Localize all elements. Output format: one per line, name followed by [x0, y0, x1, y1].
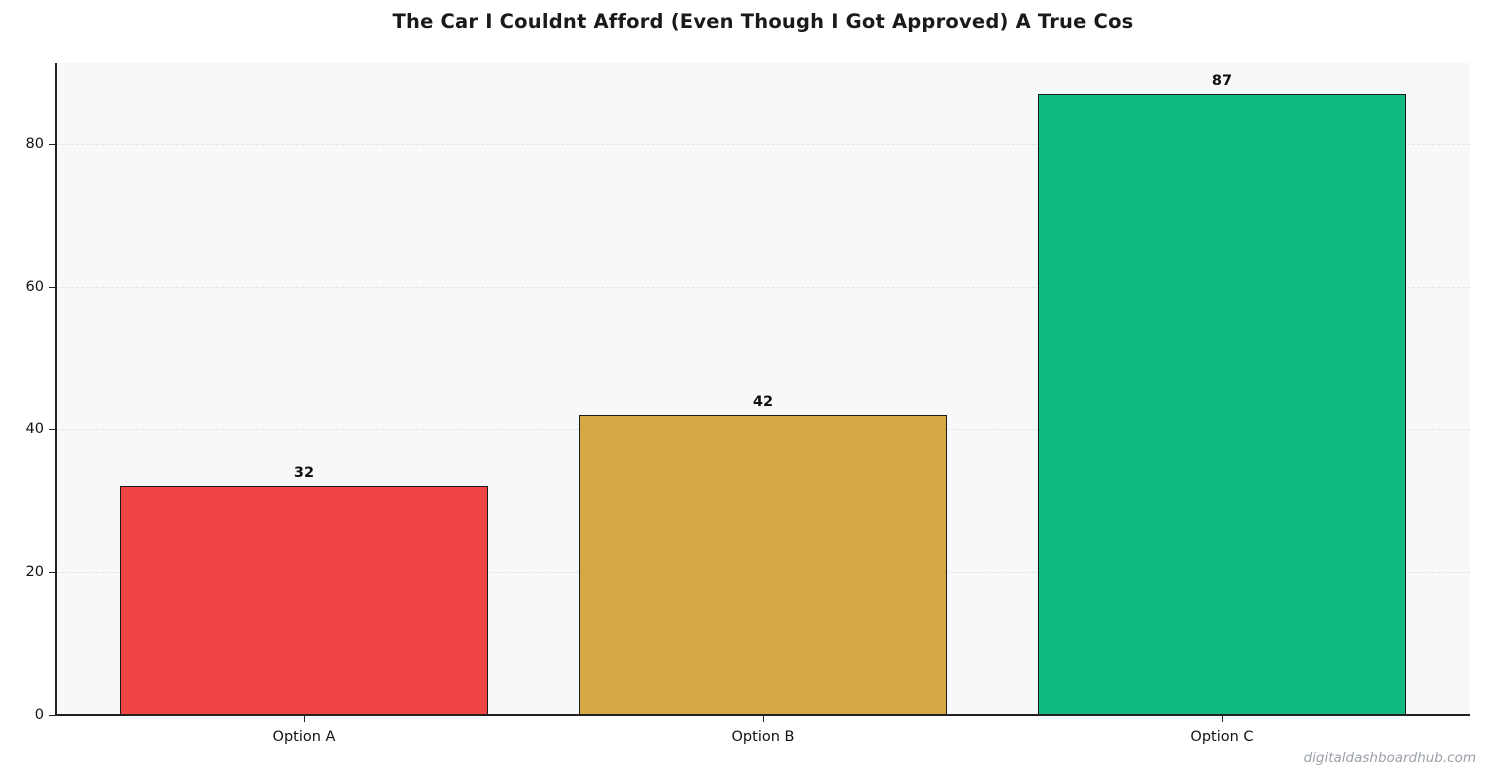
x-tick [1222, 716, 1223, 722]
y-tick-label: 0 [34, 707, 44, 723]
x-tick-label: Option A [272, 729, 336, 745]
y-tick-label: 80 [25, 136, 44, 152]
y-tick [49, 572, 55, 573]
bar-value-label: 87 [1211, 72, 1233, 89]
bar-value-label: 42 [752, 394, 774, 411]
x-tick [763, 716, 764, 722]
y-axis-line [55, 63, 57, 716]
gridline [56, 287, 1470, 288]
bar-option-a [120, 486, 488, 715]
y-tick [49, 715, 55, 716]
y-tick-label: 60 [25, 279, 44, 295]
x-tick-label: Option C [1190, 729, 1254, 745]
y-tick [49, 144, 55, 145]
y-tick [49, 287, 55, 288]
bar-value-label: 32 [293, 465, 315, 482]
bar-option-b [579, 415, 947, 715]
gridline [56, 144, 1470, 145]
y-tick-label: 20 [25, 564, 44, 580]
chart-title: The Car I Couldnt Afford (Even Though I … [392, 10, 1134, 33]
x-axis-line [55, 714, 1470, 716]
watermark: digitaldashboardhub.com [1303, 750, 1476, 766]
x-tick [304, 716, 305, 722]
x-tick-label: Option B [731, 729, 795, 745]
y-tick [49, 429, 55, 430]
bar-option-c [1038, 93, 1406, 715]
y-tick-label: 40 [25, 421, 44, 437]
